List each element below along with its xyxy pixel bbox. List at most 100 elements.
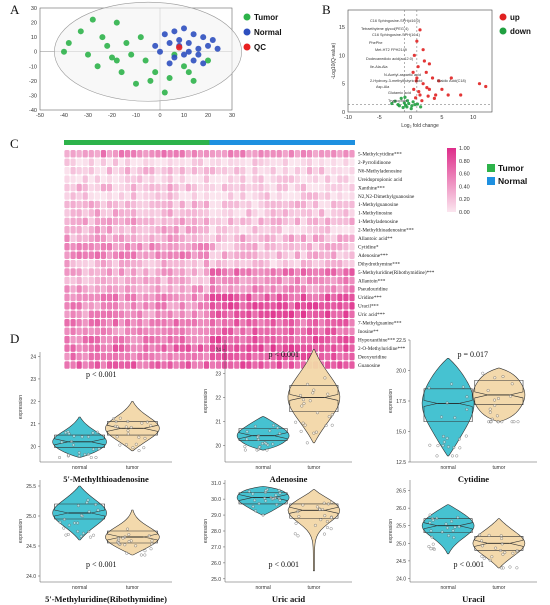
heatmap-cell (155, 293, 161, 302)
heatmap-cell (337, 285, 343, 293)
heatmap-cell (94, 293, 100, 302)
heatmap-cell (215, 319, 222, 327)
heatmap-cell (179, 276, 185, 285)
heatmap-cell (137, 158, 143, 166)
heatmap-cell (76, 150, 82, 158)
violin-sample-point-normal (458, 446, 462, 450)
heatmap-cell (118, 319, 125, 327)
violin-sample-point-tumor (298, 394, 302, 397)
heatmap-cell (288, 361, 294, 369)
heatmap-cell (191, 335, 197, 344)
violin-sample-point-tumor (488, 407, 492, 411)
heatmap-cell (234, 310, 240, 319)
violin-notched-box-normal (54, 434, 105, 448)
heatmap-cell (264, 310, 270, 319)
heatmap-cell (131, 175, 137, 183)
heatmap-cell (258, 361, 264, 369)
heatmap-cell (252, 226, 258, 234)
heatmap-cell (343, 352, 349, 361)
heatmap-cell (64, 192, 70, 200)
heatmap-cell (185, 344, 191, 352)
heatmap-cell (167, 150, 173, 158)
heatmap-cell (312, 209, 319, 217)
heatmap-cell (112, 293, 119, 302)
heatmap-cell (203, 352, 210, 361)
heatmap-cell (215, 268, 222, 276)
heatmap-cell (282, 285, 288, 293)
heatmap-cell (161, 344, 167, 352)
heatmap-cell (246, 285, 252, 293)
volcano-point-up (430, 76, 435, 80)
heatmap-cell (82, 175, 88, 183)
violin-group-label: tumor (493, 585, 506, 591)
heatmap-cell (106, 335, 113, 344)
heatmap-cell (246, 175, 252, 183)
heatmap-cell (209, 335, 216, 344)
heatmap-cell (331, 259, 337, 268)
heatmap-cell (137, 234, 143, 243)
heatmap-cell (252, 285, 258, 293)
heatmap-cell (258, 234, 264, 243)
heatmap-cell (343, 234, 349, 243)
heatmap-cell (294, 268, 301, 276)
pca-point-normal (176, 37, 183, 44)
heatmap-cell (149, 352, 155, 361)
heatmap-cell (70, 361, 76, 369)
pca-point-tumor (118, 69, 125, 76)
heatmap-cell (264, 251, 270, 259)
heatmap-row-label: 2-O-Methyluridine*** (358, 346, 406, 352)
heatmap-cell (125, 209, 131, 217)
heatmap-cell (312, 319, 319, 327)
heatmap-cell (246, 200, 252, 209)
heatmap-cell (82, 158, 88, 166)
pca-point-tumor (113, 19, 120, 26)
heatmap-cell (125, 226, 131, 234)
violin-sample-point-tumor (500, 542, 504, 546)
volcano-point-up (440, 87, 444, 91)
violin-sample-point-normal (66, 533, 70, 536)
heatmap-cell (276, 200, 282, 209)
heatmap-cell (94, 158, 100, 166)
heatmap-cell (270, 175, 276, 183)
heatmap-cell (191, 276, 197, 285)
violin-sample-point-tumor (487, 533, 491, 537)
heatmap-cell (240, 319, 246, 327)
pca-point-normal (161, 31, 168, 38)
volcano-annotation: Dodecanedioic acid(ac12:0) (366, 57, 414, 61)
heatmap-cell (276, 192, 282, 200)
heatmap-cell (222, 251, 228, 259)
heatmap-cell (228, 183, 234, 192)
heatmap-cell (64, 327, 70, 335)
heatmap-cell (240, 344, 246, 352)
heatmap-cell (179, 352, 185, 361)
heatmap-cell (276, 234, 282, 243)
violin-group-label: normal (440, 585, 455, 591)
heatmap-cell (82, 293, 88, 302)
heatmap-cell (300, 209, 307, 217)
violin-sample-point-normal (253, 424, 257, 428)
volcano-point-up (426, 94, 430, 98)
heatmap-cell (312, 192, 319, 200)
heatmap-cell (252, 158, 258, 166)
heatmap-cell (264, 293, 270, 302)
heatmap-cell (312, 242, 319, 251)
heatmap-cell (64, 276, 70, 285)
heatmap-cell (197, 302, 204, 310)
volcano-annotation: Elaidic Acid(C18) (437, 79, 467, 83)
heatmap-cell (282, 259, 288, 268)
violin-y-tick-label: 25.0 (396, 541, 406, 547)
heatmap-cell (270, 217, 276, 226)
heatmap-cell (325, 183, 331, 192)
heatmap-cell (82, 226, 88, 234)
heatmap-cell (258, 293, 264, 302)
violin-sample-point-tumor (121, 536, 125, 540)
heatmap-cell (106, 344, 113, 352)
violin-group-label: normal (440, 465, 455, 471)
heatmap-cell (131, 150, 137, 158)
heatmap-cell (173, 327, 179, 335)
heatmap-cell (209, 361, 216, 369)
heatmap-cell (343, 183, 349, 192)
heatmap-cell (131, 234, 137, 243)
heatmap-cell (94, 344, 100, 352)
heatmap-cell (118, 226, 125, 234)
